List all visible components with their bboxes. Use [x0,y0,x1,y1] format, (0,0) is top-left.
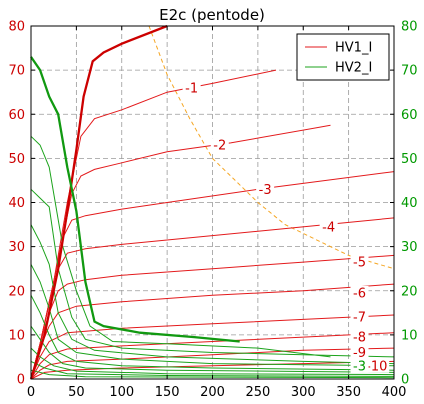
x-tick-label: 200 [200,385,225,400]
x-tick-label: 0 [27,385,35,400]
hv2-series-line [30,325,395,373]
y-left-tick-label: 70 [8,64,25,79]
y-left-tick-label: 50 [8,152,25,167]
hv2-series-line [30,224,395,365]
curve-label-background [364,358,390,373]
curve-label: -3 [259,183,272,198]
hv1-bold-series-line [29,24,168,380]
curve-label: -10 [366,359,387,374]
hv1-series-line [30,347,395,380]
x-tick-label: 50 [68,385,85,400]
curve-label-background [350,255,369,270]
y-left-tick-label: 10 [8,328,25,343]
curve-label-background [350,358,369,373]
x-tick-label: 400 [382,385,407,400]
curve-label: -3 [353,359,366,374]
y-right-tick-label: 0 [401,373,409,388]
x-tick-label: 250 [245,385,270,400]
hv2-bold-series-line [30,56,240,343]
curve-label-background [350,310,369,325]
curve-labels-layer: -1-2-3-4-5-6-7-8-9-10-3 [182,80,390,374]
ticks-layer: 0 50 100 150 200 250 300 350 4000102030405060708… [8,20,417,401]
dissipation-curve [148,25,395,270]
y-right-tick-label: 80 [401,20,418,35]
curve-label: -7 [353,311,366,326]
curve-label-background [350,285,369,300]
curve-label-background [182,80,201,95]
curve-label: -9 [353,346,366,361]
curve-label: -1 [185,81,198,96]
hv2-series-line [30,264,395,367]
y-left-tick-label: 20 [8,284,25,299]
y-right-tick-label: 60 [401,108,418,123]
hv2-series-line [30,135,331,358]
chart-title: E2c (pentode) [159,6,265,24]
legend-box [296,33,390,81]
hv2-series-line [30,188,395,358]
y-right-tick-label: 20 [401,284,418,299]
curve-label: -5 [353,256,366,271]
curve-label-background [350,330,369,345]
hv1-series-line [30,332,395,380]
curve-label: -6 [353,286,366,301]
y-right-tick-label: 30 [401,240,418,255]
y-left-tick-label: 80 [8,20,25,35]
curve-label-background [210,138,229,153]
legend: HV1_I HV2_I [296,33,390,81]
hv2-series-line [30,294,395,371]
y-left-tick-label: 40 [8,196,25,211]
curve-label-background [256,182,275,197]
y-right-tick-label: 10 [401,328,418,343]
y-right-tick-label: 40 [401,196,418,211]
hv1-series-line [30,254,395,380]
x-tick-label: 300 [291,385,316,400]
hv1-series-line [30,314,395,380]
y-left-tick-label: 0 [17,373,25,388]
legend-hv1-label: HV1_I [335,41,372,56]
legend-hv2-label: HV2_I [335,61,372,76]
y-right-tick-label: 50 [401,152,418,167]
y-left-tick-label: 30 [8,240,25,255]
hv2-series-line [30,369,395,379]
hv1-series-line [30,360,395,380]
y-right-tick-label: 70 [401,64,418,79]
curve-label: -8 [353,331,366,346]
curve-label: -2 [213,139,226,154]
x-tick-label: 150 [155,385,180,400]
x-tick-label: 100 [109,385,134,400]
curve-label: -4 [322,220,335,235]
hv2-series-line [30,360,395,377]
curve-label-background [319,219,338,234]
curve-label-background [350,345,369,360]
y-left-tick-label: 60 [8,108,25,123]
x-tick-label: 350 [336,385,361,400]
